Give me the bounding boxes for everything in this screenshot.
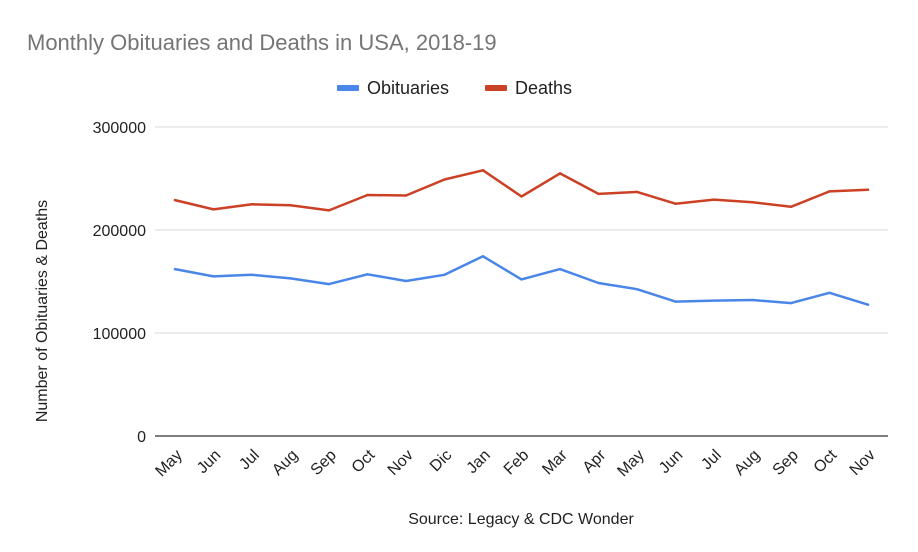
data-point-deaths bbox=[558, 172, 562, 175]
data-point-obituaries bbox=[597, 281, 600, 285]
chart-title: Monthly Obituaries and Deaths in USA, 20… bbox=[27, 30, 497, 55]
x-tick-label: Dic bbox=[427, 447, 455, 475]
legend-label-deaths: Deaths bbox=[515, 78, 572, 98]
legend-label-obituaries: Obituaries bbox=[367, 78, 449, 98]
data-point-obituaries bbox=[366, 273, 369, 276]
x-tick-label: Apr bbox=[580, 446, 610, 476]
data-point-obituaries bbox=[212, 275, 215, 278]
data-point-deaths bbox=[597, 192, 600, 196]
data-point-deaths bbox=[289, 204, 292, 207]
data-point-deaths bbox=[712, 198, 716, 201]
data-point-obituaries bbox=[443, 273, 446, 277]
data-point-obituaries bbox=[558, 267, 562, 271]
data-point-deaths bbox=[327, 209, 331, 212]
data-point-deaths bbox=[173, 198, 177, 202]
y-axis-title: Number of Obituaries & Deaths bbox=[34, 200, 51, 422]
data-point-obituaries bbox=[173, 267, 177, 271]
x-tick-label: Nov bbox=[847, 447, 879, 479]
legend-item-deaths: Deaths bbox=[485, 78, 572, 98]
x-tick-label: Sep bbox=[770, 447, 802, 479]
data-point-deaths bbox=[674, 202, 677, 205]
x-tick-label: Sep bbox=[308, 447, 340, 479]
y-tick-label: 200000 bbox=[93, 223, 146, 240]
x-axis-title: Source: Legacy & CDC Wonder bbox=[408, 511, 634, 528]
data-point-obituaries bbox=[751, 298, 754, 302]
x-tick-label: May bbox=[152, 447, 185, 480]
data-point-deaths bbox=[828, 190, 831, 193]
series-line-deaths bbox=[173, 169, 870, 212]
data-point-deaths bbox=[481, 169, 485, 172]
legend-swatch-deaths bbox=[485, 85, 507, 91]
data-point-deaths bbox=[520, 195, 523, 198]
data-point-obituaries bbox=[404, 279, 408, 283]
y-tick-label: 300000 bbox=[93, 120, 146, 137]
y-axis-ticks: 0 100000 200000 300000 bbox=[93, 120, 146, 446]
data-point-obituaries bbox=[828, 291, 831, 295]
legend: Obituaries Deaths bbox=[337, 78, 572, 98]
x-tick-label: Feb bbox=[501, 447, 533, 479]
x-tick-label: Jun bbox=[656, 447, 686, 477]
data-point-deaths bbox=[443, 178, 446, 181]
data-point-deaths bbox=[212, 208, 215, 211]
data-point-deaths bbox=[250, 203, 254, 206]
data-point-obituaries bbox=[289, 277, 292, 280]
x-tick-label: Nov bbox=[385, 447, 417, 479]
x-tick-label: Jan bbox=[464, 447, 494, 477]
x-tick-label: Oct bbox=[811, 446, 841, 476]
data-point-obituaries bbox=[674, 300, 677, 303]
data-point-deaths bbox=[789, 205, 793, 209]
legend-item-obituaries: Obituaries bbox=[337, 78, 449, 98]
data-point-obituaries bbox=[635, 288, 639, 291]
data-point-obituaries bbox=[712, 299, 716, 302]
x-tick-label: Aug bbox=[269, 447, 301, 479]
x-tick-label: May bbox=[614, 447, 647, 480]
series bbox=[173, 169, 870, 306]
data-point-deaths bbox=[751, 200, 754, 204]
legend-swatch-obituaries bbox=[337, 85, 359, 91]
gridlines bbox=[155, 126, 888, 437]
data-point-deaths bbox=[635, 190, 639, 194]
data-point-deaths bbox=[404, 194, 408, 197]
x-tick-label: Jul bbox=[236, 447, 262, 473]
x-tick-label: Jul bbox=[698, 447, 724, 473]
x-axis-ticks: May Jun Jul Aug Sep Oct Nov Dic Jan Feb Mar Apr May J… bbox=[152, 446, 878, 480]
data-point-obituaries bbox=[789, 301, 793, 305]
x-tick-label: Jun bbox=[194, 447, 224, 477]
data-point-obituaries bbox=[481, 255, 485, 258]
data-point-obituaries bbox=[327, 282, 331, 286]
x-tick-label: Aug bbox=[731, 447, 763, 479]
x-tick-label: Oct bbox=[349, 446, 379, 476]
x-tick-label: Mar bbox=[539, 446, 571, 478]
data-point-obituaries bbox=[250, 273, 254, 277]
data-point-obituaries bbox=[520, 278, 523, 281]
y-tick-label: 0 bbox=[137, 429, 146, 446]
data-point-deaths bbox=[866, 188, 870, 192]
data-point-obituaries bbox=[866, 303, 870, 306]
data-point-deaths bbox=[366, 193, 369, 197]
y-tick-label: 100000 bbox=[93, 326, 146, 343]
